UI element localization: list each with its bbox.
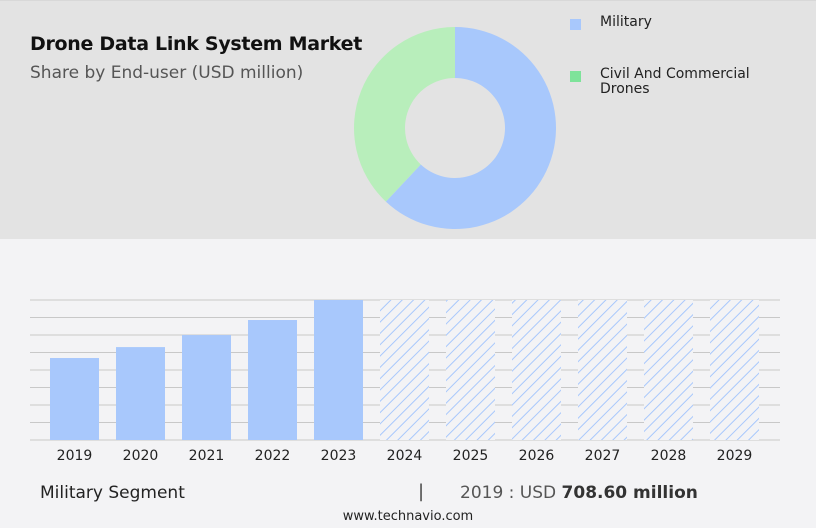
forecast-bar-2027[interactable] bbox=[578, 300, 627, 440]
donut-segment-civil[interactable] bbox=[354, 27, 455, 202]
x-tick-label: 2021 bbox=[189, 448, 225, 464]
bar-2020[interactable] bbox=[116, 347, 165, 440]
forecast-bar-2028[interactable] bbox=[644, 300, 693, 440]
forecast-bar-2029[interactable] bbox=[710, 300, 759, 440]
x-tick-label: 2028 bbox=[651, 448, 687, 464]
x-tick-label: 2024 bbox=[387, 448, 423, 464]
military-swatch-icon bbox=[570, 19, 581, 30]
bar-2021[interactable] bbox=[182, 335, 231, 440]
donut-segment-military[interactable] bbox=[385, 27, 556, 229]
chart-subtitle: Share by End-user (USD million) bbox=[30, 63, 304, 83]
x-tick-label: 2025 bbox=[453, 448, 489, 464]
segment-label: Military Segment bbox=[40, 483, 185, 503]
bar-2019[interactable] bbox=[50, 358, 99, 440]
source-url[interactable]: www.technavio.com bbox=[342, 509, 474, 524]
forecast-bar-2026[interactable] bbox=[512, 300, 561, 440]
x-tick-label: 2026 bbox=[519, 448, 555, 464]
forecast-bar-2024[interactable] bbox=[380, 300, 429, 440]
civil-swatch-icon bbox=[570, 71, 581, 82]
donut-chart bbox=[354, 27, 556, 229]
legend-label-civil: Civil And Commercial Drones bbox=[600, 66, 750, 97]
chart-title: Drone Data Link System Market bbox=[30, 33, 362, 55]
x-tick-label: 2029 bbox=[717, 448, 753, 464]
legend-item-military[interactable]: Military bbox=[570, 15, 652, 30]
x-tick-label: 2023 bbox=[321, 448, 357, 464]
x-tick-label: 2019 bbox=[57, 448, 93, 464]
forecast-bar-2025[interactable] bbox=[446, 300, 495, 440]
bar-2022[interactable] bbox=[248, 320, 297, 440]
bar-chart: 2019 2020 2021 2022 2023 2024 2025 2026 2027 2028… bbox=[30, 299, 780, 464]
bar-2023[interactable] bbox=[314, 300, 363, 440]
segment-value: 2019 : USD 708.60 million bbox=[460, 483, 698, 503]
donut-panel: Drone Data Link System Market Share by E… bbox=[0, 0, 816, 239]
x-tick-label: 2020 bbox=[123, 448, 159, 464]
legend-label-military: Military bbox=[600, 14, 652, 30]
x-tick-label: 2027 bbox=[585, 448, 621, 464]
footer-separator: | bbox=[418, 481, 425, 502]
x-tick-label: 2022 bbox=[255, 448, 291, 464]
legend-item-civil[interactable]: Civil And Commercial Drones bbox=[570, 67, 750, 97]
